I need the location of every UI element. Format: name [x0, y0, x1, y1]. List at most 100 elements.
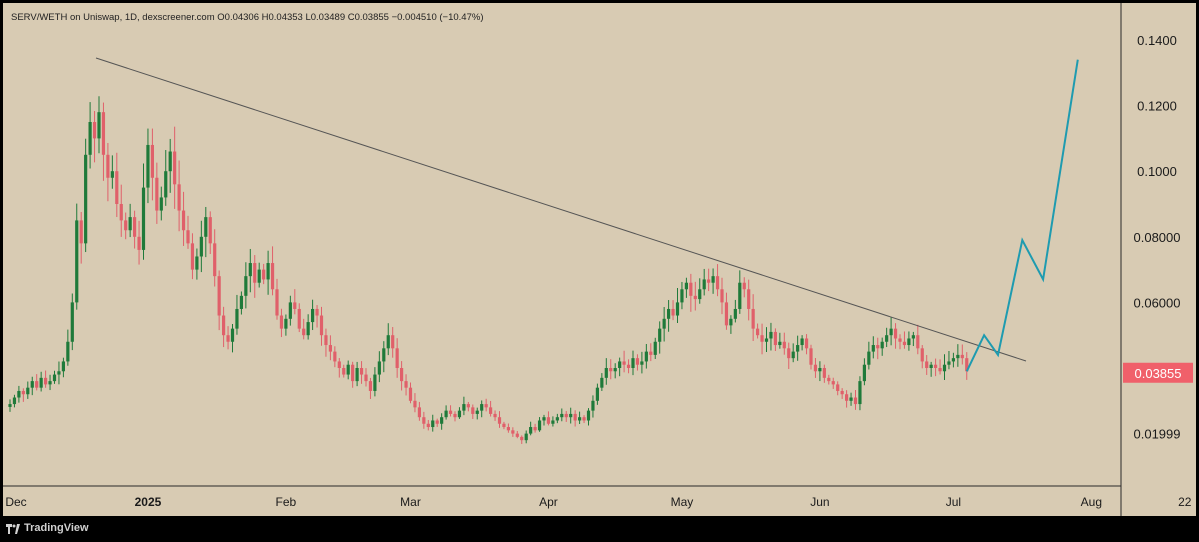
candle: [404, 374, 408, 396]
candle: [150, 128, 154, 201]
candle: [840, 388, 844, 399]
candle: [364, 368, 368, 387]
candle: [124, 212, 128, 240]
candle: [537, 417, 542, 432]
candle: [466, 401, 470, 412]
candle: [925, 355, 929, 375]
candle: [146, 128, 150, 204]
candle: [551, 416, 555, 427]
candle: [426, 419, 430, 431]
candle: [591, 395, 595, 418]
candle: [813, 358, 818, 378]
candle: [110, 155, 114, 189]
date-tick-label: Feb: [276, 495, 297, 509]
last-price-badge: [1123, 362, 1193, 383]
candle: [164, 150, 168, 206]
candle: [75, 203, 79, 310]
candle: [564, 411, 568, 422]
candle: [604, 358, 608, 385]
candle: [382, 341, 386, 373]
candle: [168, 138, 172, 193]
candle: [529, 421, 533, 436]
candle: [573, 410, 577, 427]
candle: [689, 273, 693, 312]
candle: [48, 374, 52, 391]
candle: [938, 359, 942, 375]
candle: [497, 411, 502, 428]
date-tick-label: Jun: [810, 495, 829, 509]
candle: [346, 360, 350, 380]
candle: [715, 264, 720, 297]
candle: [57, 361, 61, 385]
candle: [155, 162, 159, 224]
candle: [582, 415, 586, 424]
date-tick-label: Aug: [1081, 495, 1102, 509]
projection-path: [965, 59, 1079, 372]
candle: [684, 277, 688, 298]
candle: [177, 160, 181, 232]
candle: [213, 229, 217, 287]
date-tick-label: 22: [1178, 495, 1192, 509]
candle: [644, 343, 648, 369]
candle: [21, 388, 25, 402]
candle: [867, 341, 871, 370]
candle: [262, 263, 266, 285]
candle: [84, 138, 88, 253]
candle: [417, 401, 421, 421]
candle: [475, 407, 479, 420]
candle: [115, 152, 119, 218]
candle: [159, 186, 163, 221]
candle: [235, 294, 239, 335]
candle: [911, 331, 915, 347]
candle: [907, 331, 911, 351]
candle: [422, 411, 426, 429]
candle: [920, 345, 924, 369]
candle: [106, 142, 110, 202]
candle: [613, 363, 617, 379]
candle: [626, 359, 631, 374]
candle: [288, 295, 292, 326]
date-tick-label: Jul: [946, 495, 961, 509]
candle: [480, 400, 484, 418]
ohlc-readout: O0.04306 H0.04353 L0.03489 C0.03855 −0.0…: [217, 12, 484, 23]
trendline: [95, 57, 1027, 362]
candle: [671, 300, 675, 321]
candle: [502, 421, 506, 430]
candle: [453, 411, 457, 422]
candle: [667, 300, 671, 332]
price-axis[interactable]: 0.1400 0.1200 0.1000 0.08000 0.06000 0.01999: [1134, 33, 1181, 442]
candle: [649, 343, 653, 362]
candle: [600, 373, 604, 391]
candle: [876, 337, 880, 360]
footer-bar: TradingView: [0, 516, 1199, 542]
candle: [742, 277, 746, 298]
chart-panel[interactable]: 0.1400 0.1200 0.1000 0.08000 0.06000 0.01999 …: [3, 3, 1196, 516]
time-axis[interactable]: Dec 2025 Feb Mar Apr May Jun Jul Aug 22: [5, 495, 1191, 509]
candle: [506, 423, 510, 433]
candle: [359, 361, 364, 384]
candle: [773, 328, 777, 351]
candle: [440, 413, 444, 430]
chart-header: SERV/WETH on Uniswap, 1D, dexscreener.co…: [11, 12, 483, 23]
candle: [769, 322, 773, 351]
candle: [400, 361, 404, 391]
candle: [315, 305, 319, 328]
candle: [141, 163, 146, 260]
candle: [524, 430, 528, 444]
candle: [733, 299, 737, 323]
candlestick-chart[interactable]: 0.14000.12000.10000.080000.060000.01999 …: [3, 3, 1196, 516]
candle: [266, 250, 270, 295]
candle: [413, 393, 417, 413]
candle: [186, 215, 190, 249]
candle: [560, 408, 564, 422]
price-tick-label: 0.08000: [1134, 230, 1181, 245]
candle: [778, 332, 782, 349]
candle: [257, 262, 261, 288]
candle: [306, 314, 310, 340]
date-tick-label: Mar: [400, 495, 421, 509]
candle: [30, 376, 34, 396]
candle: [760, 323, 764, 355]
date-tick-label: May: [671, 495, 694, 509]
candle: [248, 248, 252, 293]
candle: [862, 358, 866, 386]
